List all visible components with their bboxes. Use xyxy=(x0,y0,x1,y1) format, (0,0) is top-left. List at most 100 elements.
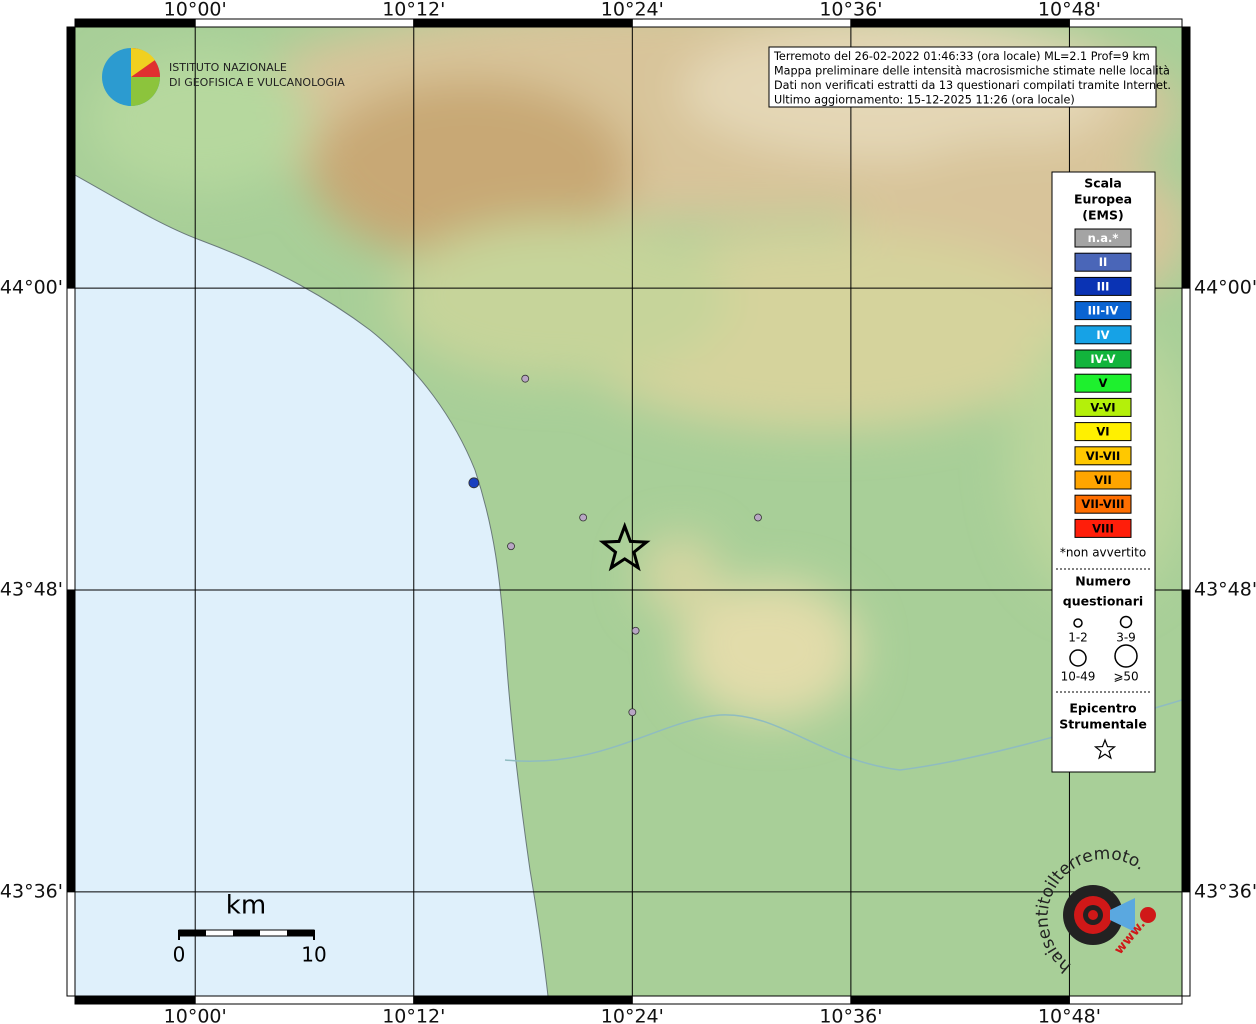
info-box xyxy=(768,46,1157,108)
legend-label: VII-VIII xyxy=(1081,497,1124,511)
frame-segment xyxy=(1068,18,1183,28)
legend-label: V xyxy=(1099,376,1108,390)
info-line: Mappa preliminare delle intensità macros… xyxy=(774,65,1170,78)
legend-label: VI-VII xyxy=(1086,449,1121,463)
y-tick-label: 43°48' xyxy=(0,578,63,600)
frame-segment xyxy=(1181,26,1191,289)
legend-swatch xyxy=(1074,422,1132,442)
legend-label: n.a.* xyxy=(1088,231,1119,245)
y-tick-label: 44°00' xyxy=(0,277,63,299)
legend-title: Numero xyxy=(1075,574,1131,589)
info-line: Terremoto del 26-02-2022 01:46:33 (ora l… xyxy=(773,50,1150,63)
frame-segment xyxy=(631,18,852,28)
legend-note: *non avvertito xyxy=(1060,546,1146,560)
frame-segment xyxy=(413,995,633,1005)
frame-segment xyxy=(66,26,76,289)
ingv-text: DI GEOFISICA E VULCANOLOGIA xyxy=(169,76,345,89)
scale-unit: km xyxy=(226,891,266,921)
info-line: Ultimo aggiornamento: 15-12-2025 11:26 (… xyxy=(774,94,1075,107)
size-label: 3-9 xyxy=(1116,631,1136,645)
frame-segment xyxy=(66,589,76,893)
size-symbol xyxy=(1073,618,1083,628)
y-tick-label: 43°36' xyxy=(1194,880,1256,902)
legend-title: (EMS) xyxy=(1082,208,1123,223)
legend-swatch xyxy=(1074,446,1132,466)
legend-swatch xyxy=(1074,325,1132,345)
frame-segment xyxy=(194,18,415,28)
legend-swatch xyxy=(1074,494,1132,514)
legend-title: Scala xyxy=(1084,176,1122,191)
info-line: Dati non verificati estratti da 13 quest… xyxy=(774,79,1171,92)
legend-swatch xyxy=(1074,301,1132,321)
frame-segment xyxy=(413,18,633,28)
legend-label: III-IV xyxy=(1088,304,1119,318)
x-tick-label: 10°12' xyxy=(382,1006,445,1024)
legend-label: VIII xyxy=(1092,521,1114,535)
legend-label: IV xyxy=(1096,328,1109,342)
legend-label: III xyxy=(1097,279,1110,293)
size-symbol xyxy=(1114,644,1138,668)
legend-title: Epicentro xyxy=(1069,701,1137,716)
legend-label: VI xyxy=(1096,425,1109,439)
x-tick-label: 10°48' xyxy=(1038,0,1101,21)
legend-label: V-VI xyxy=(1090,400,1115,414)
size-symbol xyxy=(1119,615,1133,629)
frame-segment xyxy=(850,995,1070,1005)
frame-segment xyxy=(1181,891,1191,997)
scale-label: 10 xyxy=(301,943,326,967)
frame-segment xyxy=(1181,287,1191,591)
terrain xyxy=(75,27,1182,996)
size-label: 1-2 xyxy=(1068,631,1088,645)
frame-segment xyxy=(194,995,415,1005)
legend-swatch xyxy=(1074,373,1132,393)
x-tick-label: 10°36' xyxy=(819,1006,882,1024)
frame-segment xyxy=(66,891,76,997)
legend-title: Europea xyxy=(1074,192,1132,207)
frame-segment xyxy=(1181,589,1191,893)
x-tick-label: 10°24' xyxy=(601,1006,664,1024)
legend-label: II xyxy=(1099,255,1108,269)
intensity-point xyxy=(468,477,480,489)
ingv-text: ISTITUTO NAZIONALE xyxy=(169,61,287,74)
y-tick-label: 43°36' xyxy=(0,880,63,902)
y-tick-label: 44°00' xyxy=(1194,277,1256,299)
frame-segment xyxy=(631,995,852,1005)
legend-label: IV-V xyxy=(1090,352,1115,366)
intensity-point xyxy=(521,374,530,383)
x-tick-label: 10°00' xyxy=(164,0,227,21)
scale-label: 0 xyxy=(173,943,186,967)
legend-swatch xyxy=(1074,349,1132,369)
x-tick-label: 10°00' xyxy=(164,1006,227,1024)
legend-swatch xyxy=(1074,228,1132,248)
intensity-point xyxy=(579,513,588,522)
legend-title: Strumentale xyxy=(1059,717,1147,732)
intensity-point xyxy=(628,708,637,717)
legend-swatch xyxy=(1074,276,1132,296)
ingv-logo: ISTITUTO NAZIONALE DI GEOFISICA E VULCAN… xyxy=(102,47,345,106)
legend-title: questionari xyxy=(1063,594,1143,609)
size-symbol xyxy=(1069,649,1087,667)
intensity-point xyxy=(754,513,762,522)
frame-segment xyxy=(1068,995,1183,1005)
x-tick-label: 10°48' xyxy=(1038,1006,1101,1024)
legend-swatch xyxy=(1074,252,1132,272)
frame-segment xyxy=(850,18,1070,28)
scale-bar: km 0 10 xyxy=(173,891,327,967)
intensity-point xyxy=(507,542,515,551)
frame-segment xyxy=(66,287,76,591)
size-label: 10-49 xyxy=(1061,670,1096,684)
x-tick-label: 10°24' xyxy=(601,0,664,21)
epicenter xyxy=(598,521,651,572)
legend-swatch xyxy=(1074,470,1132,490)
legend-swatch xyxy=(1074,397,1132,417)
intensity-point xyxy=(631,626,640,635)
x-tick-label: 10°12' xyxy=(382,0,445,21)
legend-swatch xyxy=(1074,518,1132,538)
legend-label: VII xyxy=(1094,473,1111,487)
y-tick-label: 43°48' xyxy=(1194,578,1256,600)
frame-segment xyxy=(74,18,196,28)
x-tick-label: 10°36' xyxy=(819,0,882,21)
epicenter-symbol xyxy=(1093,738,1117,760)
frame-segment xyxy=(74,995,196,1005)
